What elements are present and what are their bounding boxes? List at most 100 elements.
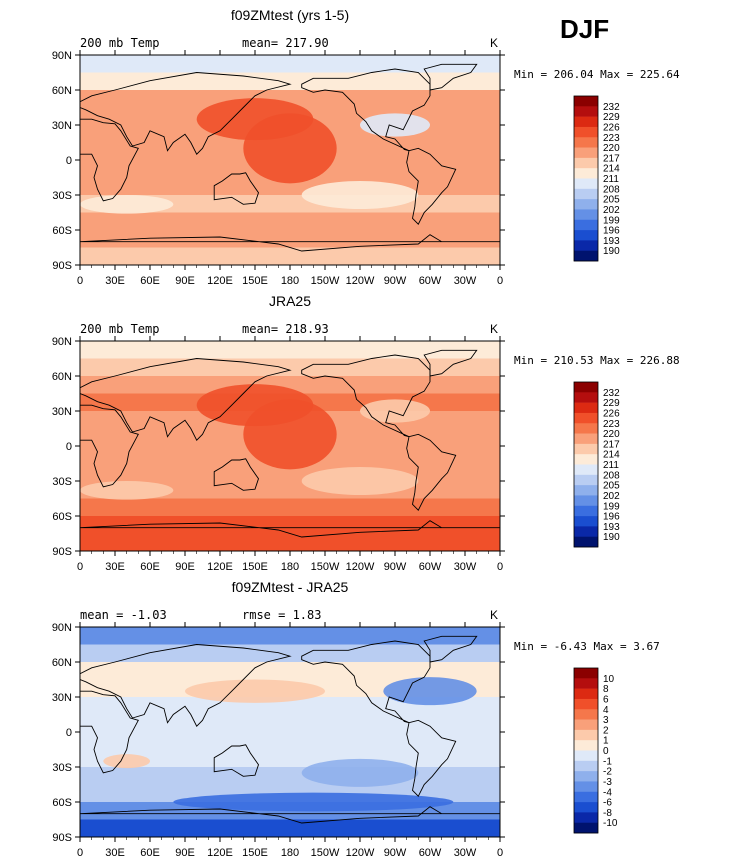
- coastline: [80, 644, 292, 727]
- contour-band: [80, 627, 500, 645]
- colorbar-swatch: [574, 402, 598, 414]
- y-tick-label: 90N: [52, 336, 72, 348]
- colorbar-swatch: [574, 250, 598, 262]
- map-panel: f09ZMtest - JRA25 mean = -1.03 rmse = 1.83…: [52, 579, 660, 859]
- x-tick-label: 30W: [454, 275, 477, 287]
- contour-blob: [80, 195, 174, 214]
- x-tick-label: 0: [497, 847, 503, 859]
- contour-blob: [80, 481, 174, 500]
- colorbar-label: 220: [603, 143, 620, 154]
- contour-band: [80, 90, 500, 108]
- colorbar-label: 208: [603, 184, 620, 195]
- map-panel: JRA25 200 mb Temp mean= 218.93 K 0 30E 60E 90E 1…: [52, 293, 680, 573]
- colorbar-swatch: [574, 454, 598, 465]
- x-tick-label: 90E: [175, 847, 195, 859]
- y-tick-label: 60S: [52, 511, 72, 523]
- colorbar-swatch: [574, 188, 598, 200]
- djf-season-label: DJF: [560, 14, 610, 44]
- contour-blob: [103, 754, 150, 769]
- colorbar-swatch: [574, 392, 598, 403]
- colorbar-swatch: [574, 423, 598, 434]
- contour-band: [80, 358, 500, 377]
- panel-units-label: K: [490, 36, 498, 50]
- contour-band: [80, 498, 500, 517]
- colorbar-label: 2: [603, 725, 609, 736]
- y-tick-label: 90S: [52, 832, 72, 844]
- colorbar-label: 226: [603, 408, 620, 419]
- colorbar-label: -8: [603, 808, 612, 819]
- x-tick-label: 150W: [311, 561, 340, 573]
- y-tick-label: 90N: [52, 50, 72, 62]
- contour-band: [80, 732, 500, 750]
- colorbar-label: 229: [603, 398, 620, 409]
- contour-blob: [360, 399, 430, 423]
- y-tick-label: 90S: [52, 260, 72, 272]
- colorbar-label: 193: [603, 236, 620, 247]
- y-tick-label: 90S: [52, 546, 72, 558]
- contour-blob: [360, 113, 430, 137]
- x-tick-label: 90E: [175, 561, 195, 573]
- colorbar-label: 211: [603, 460, 619, 471]
- x-tick-label: 150E: [242, 561, 268, 573]
- contour-band: [80, 662, 500, 680]
- colorbar-swatch: [574, 802, 598, 813]
- x-tick-label: 180: [281, 561, 299, 573]
- y-tick-label: 60N: [52, 657, 72, 669]
- colorbar-label: 10: [603, 674, 615, 685]
- coastline: [406, 719, 457, 797]
- panel-center-label: mean= 217.90: [242, 36, 329, 50]
- contour-blob: [173, 792, 454, 812]
- contour-field: [80, 627, 500, 837]
- contour-band: [80, 516, 500, 534]
- colorbar-label: 217: [603, 439, 620, 450]
- coastline: [80, 358, 292, 441]
- panel-title: f09ZMtest (yrs 1-5): [231, 7, 349, 23]
- contour-blob: [243, 399, 337, 470]
- colorbar-frame: [573, 667, 599, 834]
- colorbar-swatch: [574, 474, 598, 486]
- colorbar-swatch: [574, 443, 598, 455]
- colorbar-swatch: [574, 147, 598, 159]
- x-tick-label: 150W: [311, 275, 340, 287]
- colorbar-label: -1: [603, 756, 612, 767]
- contour-band: [80, 341, 500, 359]
- contour-band: [80, 55, 500, 73]
- contour-field: [80, 341, 500, 551]
- colorbar-label: -10: [603, 818, 618, 829]
- colorbar-frame: [573, 381, 599, 548]
- colorbar-frame: [573, 95, 599, 262]
- y-tick-label: 30N: [52, 120, 72, 132]
- coastline: [80, 118, 139, 202]
- colorbar-label: 4: [603, 705, 609, 716]
- coastline: [406, 433, 457, 511]
- y-tick-label: 0: [66, 727, 72, 739]
- panel-left-label: 200 mb Temp: [80, 36, 159, 50]
- colorbar-swatch: [574, 106, 598, 117]
- colorbar-swatch: [574, 750, 598, 762]
- x-tick-label: 0: [77, 275, 83, 287]
- coastline: [80, 72, 292, 155]
- colorbar-swatch: [574, 412, 598, 424]
- panel-units-label: K: [490, 322, 498, 336]
- colorbar-label: 214: [603, 450, 620, 461]
- colorbar-swatch: [574, 771, 598, 782]
- colorbar-swatch: [574, 516, 598, 527]
- colorbar-swatch: [574, 382, 598, 393]
- colorbar-swatch: [574, 126, 598, 138]
- colorbar-label: 205: [603, 195, 620, 206]
- colorbar-label: 232: [603, 388, 620, 399]
- x-tick-label: 90E: [175, 275, 195, 287]
- y-tick-label: 60N: [52, 85, 72, 97]
- x-tick-label: 0: [497, 561, 503, 573]
- y-tick-label: 30S: [52, 190, 72, 202]
- coastline: [80, 520, 500, 538]
- coastline: [406, 147, 457, 225]
- map-panel: f09ZMtest (yrs 1-5) 200 mb Temp mean= 217.…: [52, 7, 680, 287]
- x-tick-label: 0: [77, 847, 83, 859]
- min-max-label: Min = 210.53 Max = 226.88: [514, 354, 680, 367]
- colorbar-swatch: [574, 240, 598, 251]
- colorbar-swatch: [574, 116, 598, 128]
- x-tick-label: 60E: [140, 847, 160, 859]
- y-tick-label: 60N: [52, 371, 72, 383]
